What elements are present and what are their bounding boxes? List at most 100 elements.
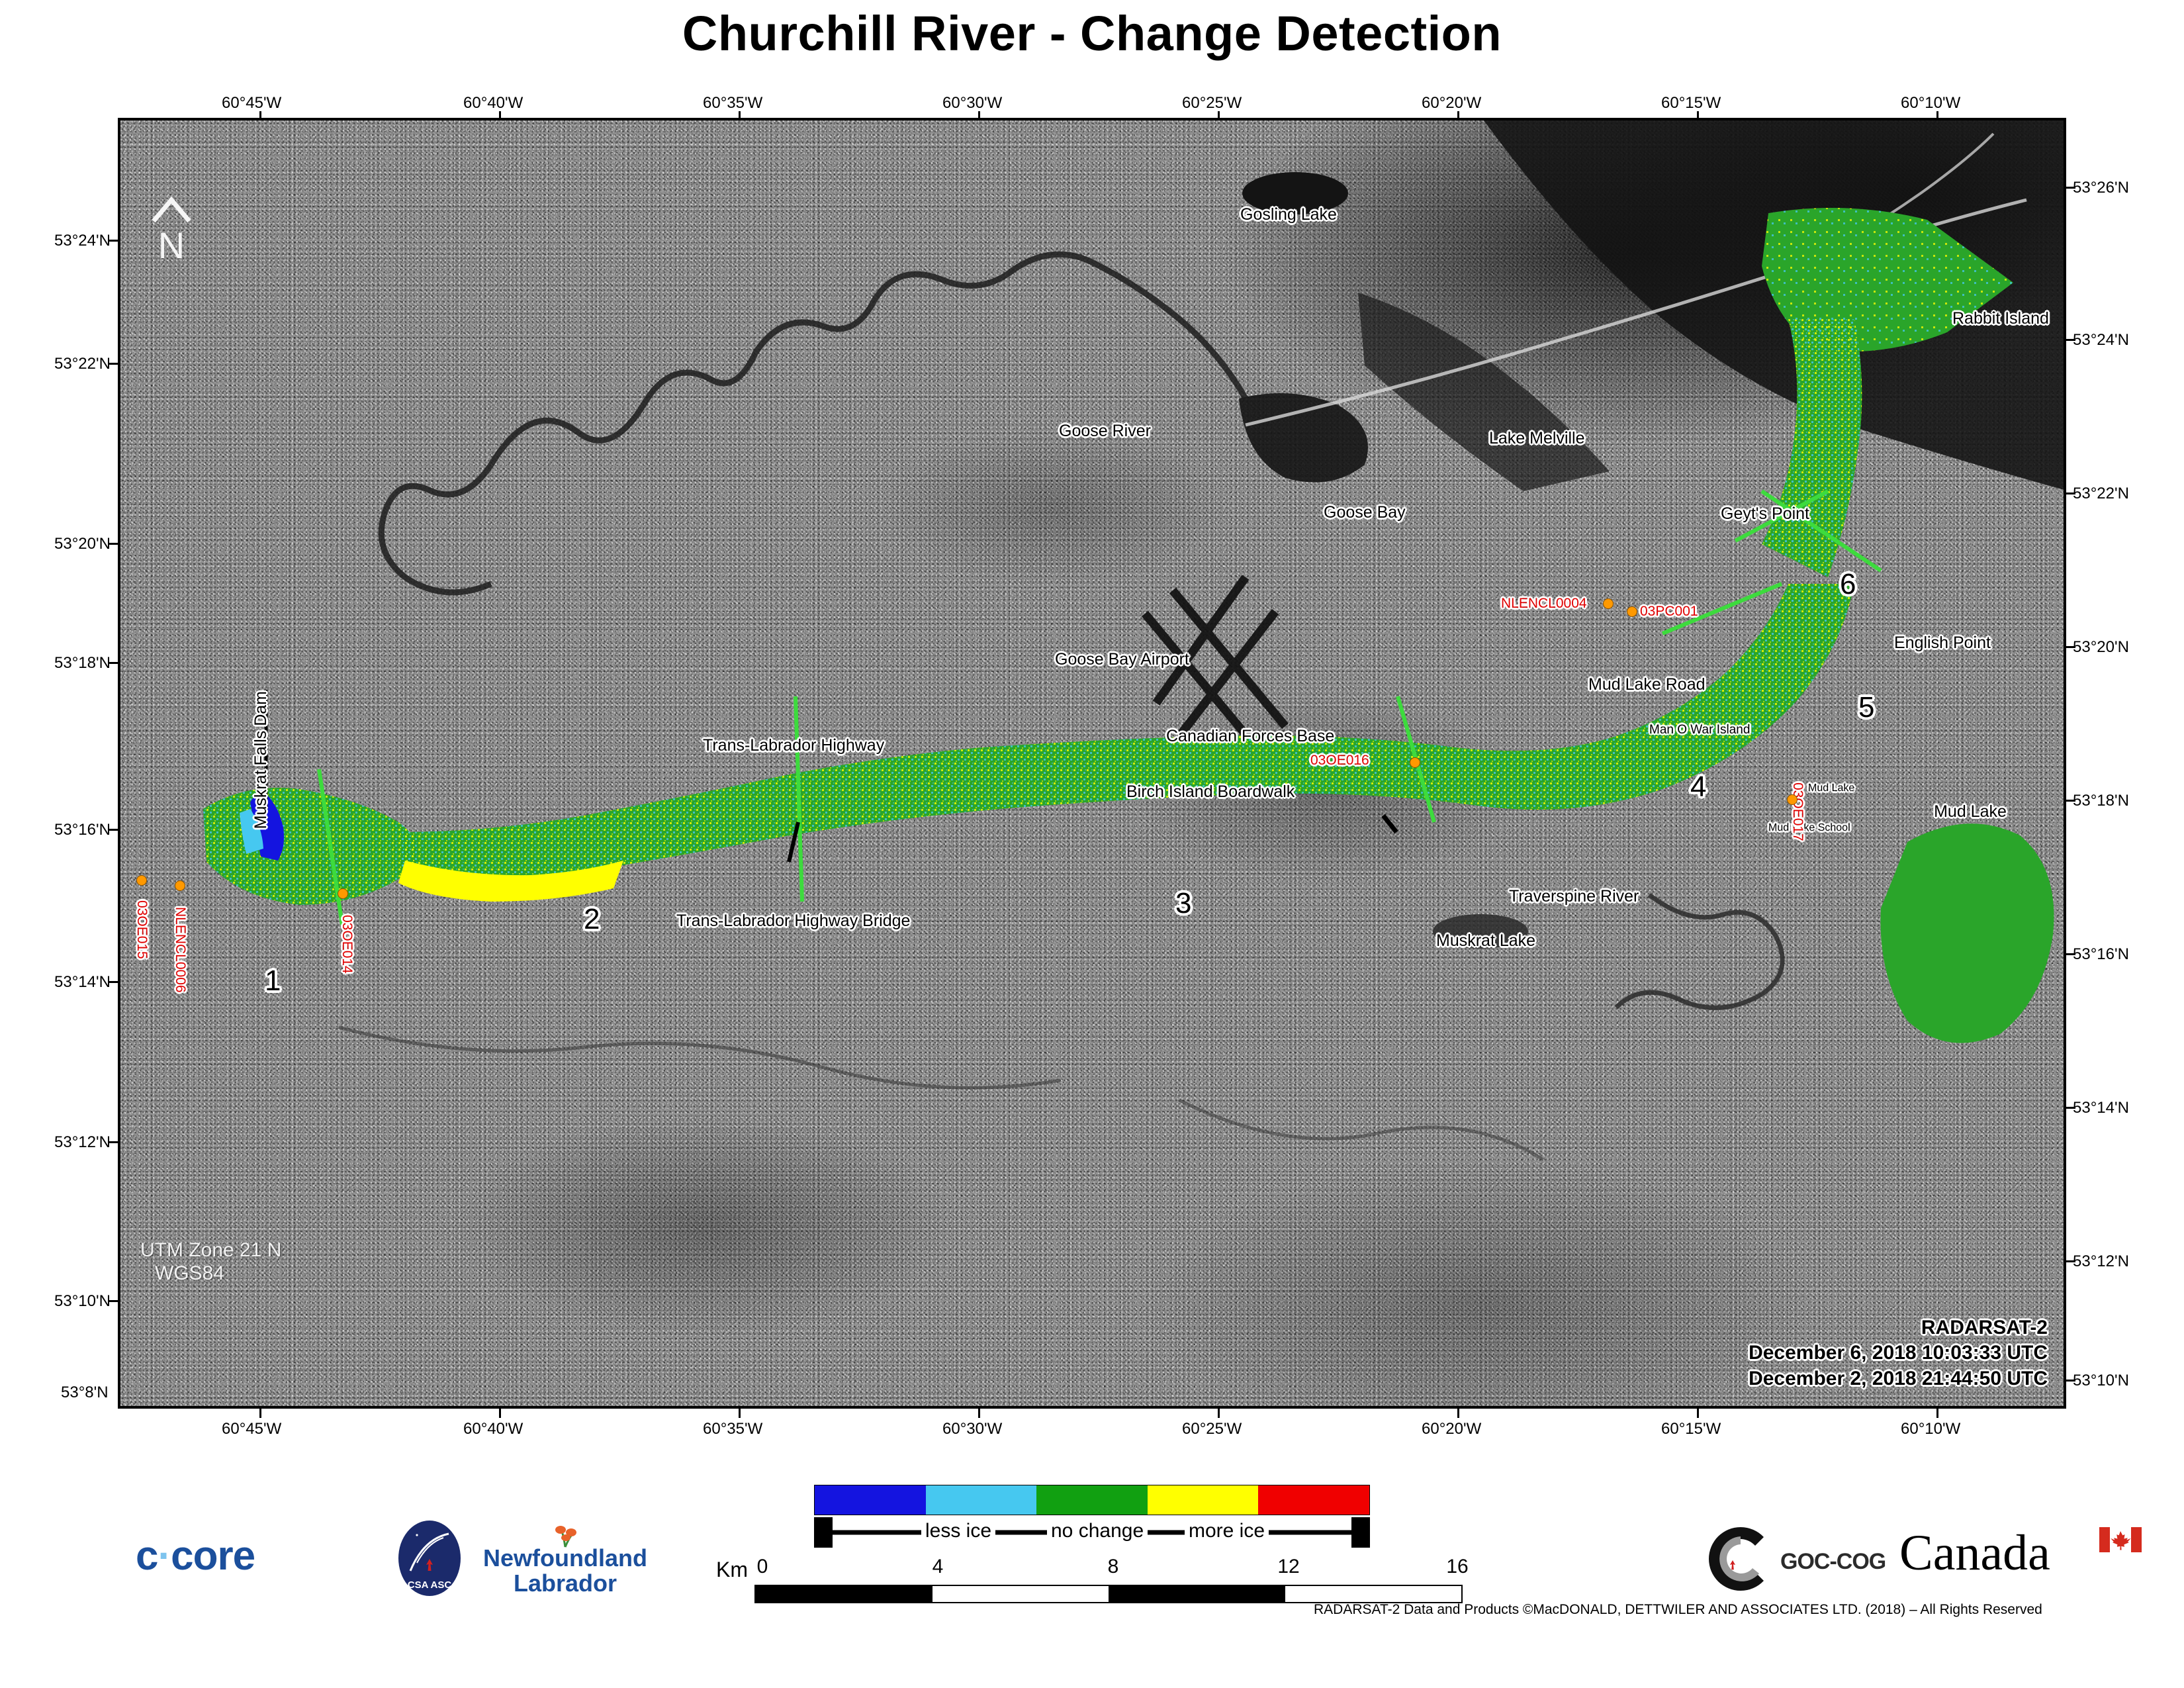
zone-number-3: 3 <box>1175 887 1192 919</box>
radarsat-sensor: RADARSAT-2 <box>1921 1316 2048 1338</box>
lon-tick-top-1: 60°40'W <box>463 94 523 112</box>
lon-tick-bot-2: 60°35'W <box>703 1420 763 1438</box>
lat-tick-left-5: 53°14'N <box>54 973 111 991</box>
lon-tick-bot-3: 60°30'W <box>942 1420 1003 1438</box>
ccore-logo: c·core <box>136 1533 255 1579</box>
lon-tickmark-bot-1 <box>499 1409 501 1418</box>
lat-tickmark-right-7 <box>2066 1260 2075 1262</box>
gcp-point-03oe016[interactable] <box>1410 757 1420 768</box>
scale-tick-0: 0 <box>756 1556 768 1577</box>
lat-tick-left-2: 53°20'N <box>54 535 111 553</box>
gcp-point-03oe014[interactable] <box>338 888 348 899</box>
scale-segment-1 <box>932 1586 1109 1602</box>
page-title: Churchill River - Change Detection <box>682 6 1502 61</box>
legend-swatch-2 <box>1036 1485 1148 1515</box>
lat-tick-right-3: 53°20'N <box>2073 638 2129 656</box>
scale-tick-2: 8 <box>1107 1556 1119 1577</box>
lat-tickmark-right-0 <box>2066 187 2075 189</box>
label-birch-island-boardwalk: Birch Island Boardwalk <box>1126 782 1295 801</box>
lon-tick-top-6: 60°15'W <box>1661 94 1721 112</box>
lat-tick-right-1: 53°24'N <box>2073 331 2129 349</box>
legend-arrow-row: less ice no change more ice <box>814 1517 1370 1548</box>
map-footer: c·core CSA ASC Newfoundland Labrador <box>0 1413 2184 1688</box>
scale-bar-ticks: 0 4 8 12 16 <box>754 1556 1469 1582</box>
zone-number-1: 1 <box>265 964 281 997</box>
lon-tick-top-3: 60°30'W <box>942 94 1003 112</box>
north-arrow-icon: N <box>152 196 191 266</box>
scale-bar: 0 4 8 12 16 <box>754 1556 1469 1603</box>
lon-tick-bot-6: 60°15'W <box>1661 1420 1721 1438</box>
lat-tick-right-7: 53°12'N <box>2073 1252 2129 1270</box>
datum-text: WGS84 <box>155 1262 225 1284</box>
label-goose-bay: Goose Bay <box>1324 503 1406 522</box>
map-canvas[interactable]: N UTM Zone 21 N WGS84 RADARSAT-2 Decembe… <box>118 118 2066 1409</box>
legend-swatch-4 <box>1258 1485 1369 1515</box>
radarsat-date-1: December 6, 2018 10:03:33 UTC <box>1749 1342 2048 1364</box>
canada-wordmark: Canada <box>1899 1525 2050 1581</box>
goc-cog-logo <box>1709 1526 1764 1591</box>
zone-number-6: 6 <box>1840 568 1856 600</box>
csa-logo: CSA ASC <box>398 1521 461 1596</box>
lat-tick-left-0: 53°24'N <box>54 232 111 250</box>
pitcher-plant-icon <box>555 1526 576 1548</box>
lat-tickmark-right-2 <box>2066 492 2075 494</box>
lon-tickmark-bot-7 <box>1936 1409 1938 1418</box>
label-goose-bay-airport: Goose Bay Airport <box>1055 650 1189 669</box>
lon-tick-top-2: 60°35'W <box>703 94 763 112</box>
lon-tick-bot-1: 60°40'W <box>463 1420 523 1438</box>
legend-swatch-1 <box>925 1485 1037 1515</box>
scale-bar-unit: Km <box>716 1558 748 1581</box>
label-man-o-war-island: Man O War Island <box>1649 723 1751 737</box>
lat-tick-left-6: 53°12'N <box>54 1133 111 1151</box>
legend-label-no-change: no change <box>1047 1520 1148 1542</box>
lon-tick-bot-7: 60°10'W <box>1901 1420 1961 1438</box>
lat-tick-right-8: 53°10'N <box>2073 1372 2129 1389</box>
label-geyts-point: Geyt's Point <box>1721 504 1809 523</box>
legend-color-bar <box>814 1485 1370 1515</box>
csa-logo-text: CSA ASC <box>408 1579 452 1591</box>
lat-tickmark-left-4 <box>109 829 118 831</box>
gcp-label-nlencl0004: NLENCL0004 <box>1501 596 1587 611</box>
lat-tick-right-4: 53°18'N <box>2073 792 2129 810</box>
legend-swatch-0 <box>815 1485 926 1515</box>
lat-tickmark-left-3 <box>109 662 118 664</box>
lon-tickmark-top-2 <box>739 111 741 120</box>
lat-tick-right-0: 53°26'N <box>2073 179 2129 197</box>
nl-logo-line1: Newfoundland <box>483 1544 647 1571</box>
lon-tickmark-top-0 <box>259 111 261 120</box>
lon-tickmark-bot-0 <box>259 1409 261 1418</box>
gcp-point-03oe017[interactable] <box>1787 794 1797 805</box>
legend-label-less-ice: less ice <box>921 1520 996 1542</box>
map-features <box>203 120 2064 1162</box>
gcp-point-03pc001[interactable] <box>1627 606 1637 617</box>
lat-tickmark-right-1 <box>2066 339 2075 341</box>
lat-tickmark-left-5 <box>109 981 118 983</box>
label-mud-lake-village: Mud Lake <box>1808 782 1855 794</box>
label-mud-lake-school: Mud Lake School <box>1768 822 1850 833</box>
gcp-label-03oe015: 03OE015 <box>134 900 150 959</box>
gcp-label-03pc001: 03PC001 <box>1640 604 1698 619</box>
gcp-point-nlencl0004[interactable] <box>1603 598 1614 609</box>
gcp-point-03oe015[interactable] <box>136 875 147 886</box>
gcp-point-nlencl0006[interactable] <box>175 880 185 891</box>
label-muskrat-falls-dam: Muskrat Falls Dam <box>251 691 270 829</box>
lat-tickmark-left-1 <box>109 363 118 365</box>
utm-zone-text: UTM Zone 21 N <box>140 1239 282 1261</box>
newfoundland-labrador-logo: Newfoundland Labrador <box>483 1524 647 1596</box>
lat-tick-right-5: 53°16'N <box>2073 945 2129 963</box>
lon-tickmark-bot-5 <box>1457 1409 1459 1418</box>
lat-tickmark-right-3 <box>2066 646 2075 648</box>
gcp-label-03oe014: 03OE014 <box>340 915 355 974</box>
label-english-point: English Point <box>1894 633 1991 652</box>
label-trans-labrador-highway: Trans-Labrador Highway <box>703 736 885 755</box>
lat-tick-right-6: 53°14'N <box>2073 1099 2129 1117</box>
scale-tick-1: 4 <box>932 1556 944 1577</box>
label-mud-lake: Mud Lake <box>1934 802 2007 821</box>
scale-tick-3: 12 <box>1277 1556 1300 1577</box>
lon-tick-top-5: 60°20'W <box>1422 94 1482 112</box>
scale-segment-2 <box>1109 1586 1285 1602</box>
svg-text:N: N <box>158 224 185 266</box>
zone-number-4: 4 <box>1690 771 1707 803</box>
lat-tick-left-7: 53°10'N <box>54 1292 111 1310</box>
legend-swatch-3 <box>1147 1485 1259 1515</box>
